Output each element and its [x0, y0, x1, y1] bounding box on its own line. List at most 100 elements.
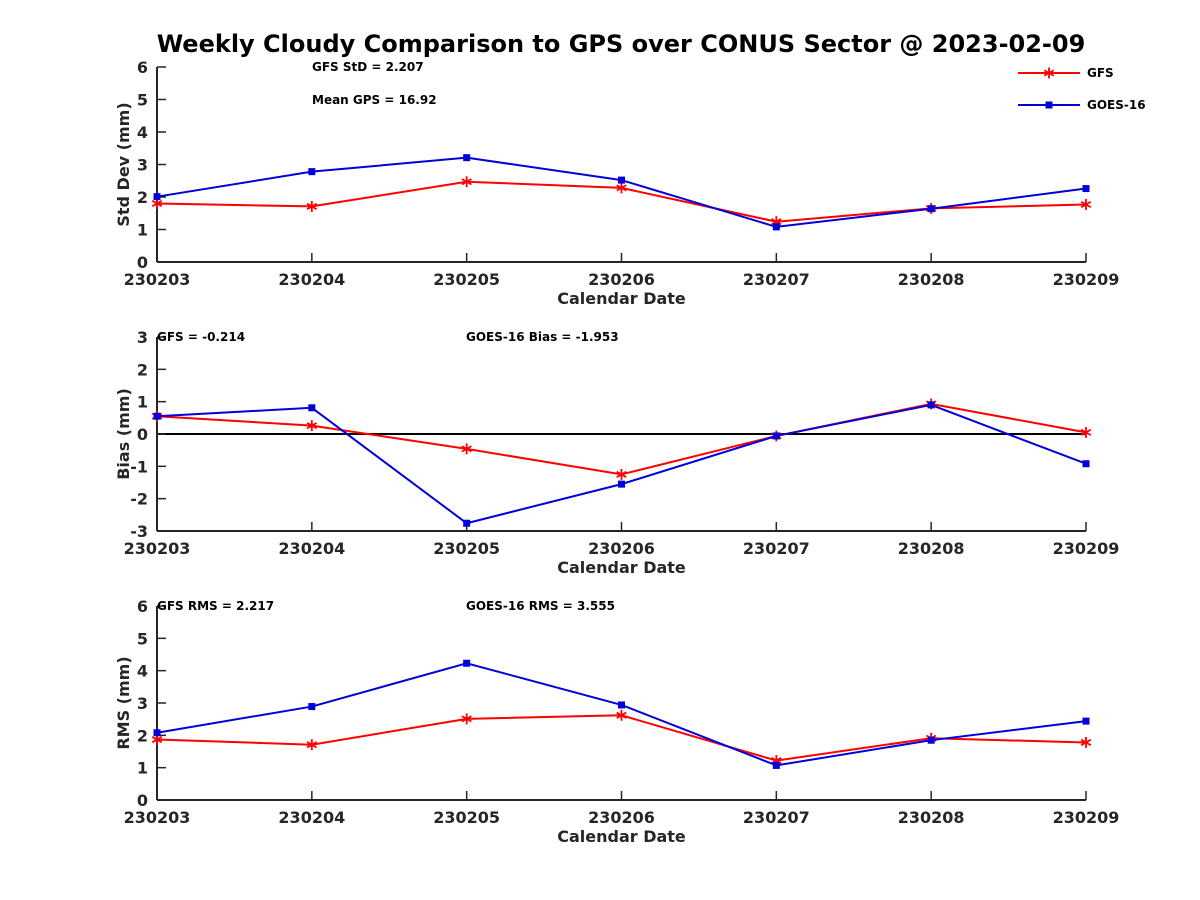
stat-annotation: GFS = -0.214: [157, 330, 245, 344]
legend-item-gfs: GFS: [1018, 66, 1114, 80]
panel-1: 230203 230204 230205 230206 230207 230208 2302…: [114, 58, 1119, 308]
legend: GFS GOES-16: [1018, 66, 1146, 112]
data-point-goes-16: [153, 729, 161, 737]
data-point-gfs: [1080, 198, 1092, 210]
y-tick-label: -1: [130, 457, 148, 476]
x-tick-label: 230207: [743, 539, 810, 558]
y-tick-label: -3: [130, 522, 148, 541]
y-axis-label: Std Dev (mm): [114, 102, 133, 226]
asterisk-stroke: [616, 711, 627, 719]
data-point-goes-16: [927, 205, 935, 213]
data-point-goes-16: [308, 703, 316, 711]
asterisk-stroke: [461, 445, 472, 453]
asterisk-stroke: [461, 715, 472, 723]
data-point-goes-16: [308, 168, 316, 176]
data-point-gfs: [1080, 426, 1092, 438]
stat-annotation: GOES-16 Bias = -1.953: [466, 330, 619, 344]
y-tick-label: 0: [137, 253, 148, 272]
data-point-gfs: [461, 443, 472, 455]
x-tick-label: 230204: [278, 270, 345, 289]
asterisk-stroke: [1080, 200, 1092, 209]
x-axis-label: Calendar Date: [557, 558, 686, 577]
y-axis-label: RMS (mm): [114, 656, 133, 749]
asterisk-stroke: [306, 741, 318, 749]
data-point-gfs: [616, 468, 627, 480]
data-point-goes-16: [463, 154, 471, 162]
x-tick-label: 230204: [278, 808, 345, 827]
data-point-goes-16: [772, 223, 780, 231]
x-tick-label: 230208: [898, 808, 965, 827]
stat-annotation: GFS StD = 2.207: [312, 60, 424, 74]
data-point-goes-16: [618, 701, 625, 709]
data-point-gfs: [1080, 736, 1092, 748]
data-point-goes-16: [1082, 717, 1090, 725]
x-tick-label: 230209: [1053, 539, 1120, 558]
x-tick-label: 230207: [743, 270, 810, 289]
y-tick-label: 2: [137, 360, 148, 379]
y-tick-label: 3: [137, 328, 148, 347]
y-tick-label: -2: [130, 490, 148, 509]
legend-label: GFS: [1087, 66, 1114, 80]
data-point-goes-16: [772, 432, 780, 440]
x-tick-label: 230205: [433, 808, 500, 827]
panel-2: 230203 230204 230205 230206 230207 230208 2302…: [114, 328, 1119, 577]
y-tick-label: 0: [137, 425, 148, 444]
y-tick-label: 1: [137, 221, 148, 240]
x-tick-label: 230206: [588, 270, 655, 289]
y-tick-label: 2: [137, 726, 148, 745]
asterisk-stroke: [616, 184, 627, 192]
data-point-goes-16: [153, 193, 161, 201]
asterisk-stroke: [151, 736, 163, 744]
data-point-gfs: [461, 176, 472, 188]
x-tick-label: 230205: [433, 270, 500, 289]
x-tick-label: 230203: [124, 539, 191, 558]
asterisk-stroke: [1080, 738, 1092, 746]
legend-marker: [1045, 101, 1053, 109]
data-point-goes-16: [1082, 185, 1090, 193]
asterisk-stroke: [1043, 69, 1055, 77]
x-tick-label: 230205: [433, 539, 500, 558]
data-point-gfs: [616, 709, 627, 721]
data-point-goes-16: [618, 176, 625, 184]
legend-label: GOES-16: [1087, 98, 1146, 112]
data-point-goes-16: [153, 412, 161, 420]
data-point-gfs: [306, 420, 318, 432]
y-tick-label: 4: [137, 662, 148, 681]
legend-marker: [1043, 67, 1055, 79]
x-tick-label: 230207: [743, 808, 810, 827]
panel-3: 230203 230204 230205 230206 230207 230208 2302…: [114, 597, 1119, 846]
data-point-goes-16: [618, 480, 625, 488]
asterisk-stroke: [1080, 428, 1092, 436]
data-point-goes-16: [927, 401, 935, 409]
y-tick-label: 5: [137, 629, 148, 648]
asterisk-stroke: [306, 422, 318, 430]
asterisk-stroke: [151, 199, 163, 208]
stat-annotation: GFS RMS = 2.217: [157, 599, 274, 613]
asterisk-stroke: [616, 470, 627, 478]
data-point-goes-16: [772, 761, 780, 769]
data-point-goes-16: [1082, 460, 1090, 468]
x-tick-label: 230209: [1053, 808, 1120, 827]
x-tick-label: 230204: [278, 539, 345, 558]
data-point-goes-16: [927, 736, 935, 744]
data-point-goes-16: [463, 659, 471, 667]
y-tick-label: 3: [137, 694, 148, 713]
x-tick-label: 230208: [898, 270, 965, 289]
y-tick-label: 0: [137, 791, 148, 810]
x-axis-label: Calendar Date: [557, 827, 686, 846]
y-tick-label: 5: [137, 91, 148, 110]
x-tick-label: 230206: [588, 539, 655, 558]
legend-item-goes-16: GOES-16: [1018, 98, 1146, 112]
y-tick-label: 1: [137, 759, 148, 778]
y-tick-label: 6: [137, 597, 148, 616]
y-tick-label: 2: [137, 188, 148, 207]
data-point-gfs: [306, 739, 318, 751]
data-point-gfs: [306, 200, 318, 212]
series-line-goes-16: [156, 403, 1087, 525]
series-line-gfs: [156, 402, 1087, 476]
x-tick-label: 230209: [1053, 270, 1120, 289]
stat-annotation: Mean GPS = 16.92: [312, 93, 437, 107]
x-tick-label: 230208: [898, 539, 965, 558]
